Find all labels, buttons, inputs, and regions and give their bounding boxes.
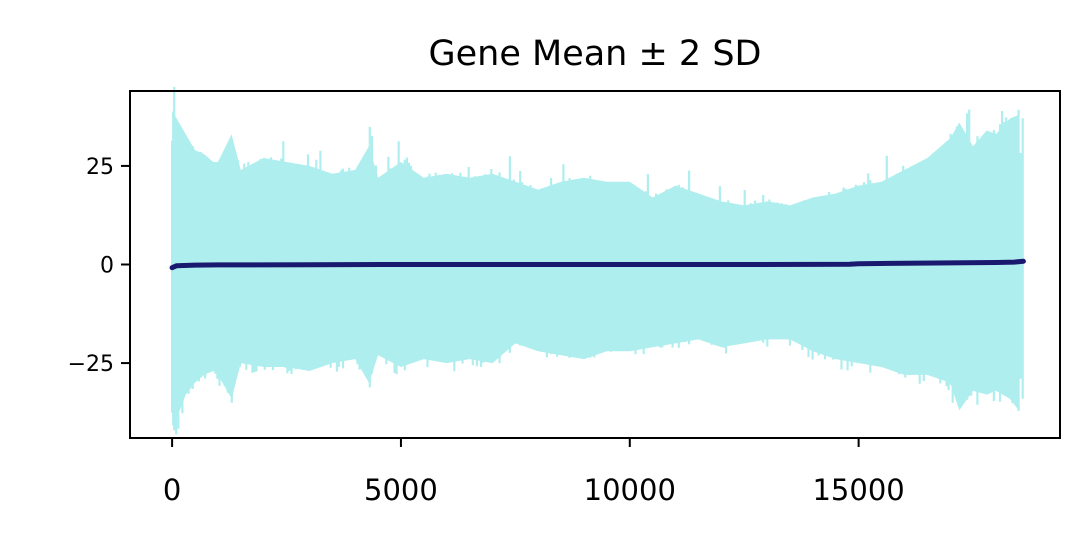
x-tick-label: 15000 (812, 473, 904, 507)
y-axis: 25 0 −25 (68, 155, 130, 377)
x-axis: 0 5000 10000 15000 (163, 438, 905, 507)
y-tick-label: 25 (86, 155, 114, 180)
x-tick-label: 10000 (584, 473, 676, 507)
y-tick-label: 0 (100, 254, 114, 279)
x-tick-label: 5000 (364, 473, 438, 507)
chart-title: Gene Mean ± 2 SD (429, 34, 762, 74)
mean-line-group (169, 258, 1026, 271)
sd-band (171, 86, 1024, 435)
x-tick-label: 0 (163, 473, 181, 507)
y-tick-label: −25 (68, 352, 114, 377)
gene-mean-line (169, 258, 1026, 271)
